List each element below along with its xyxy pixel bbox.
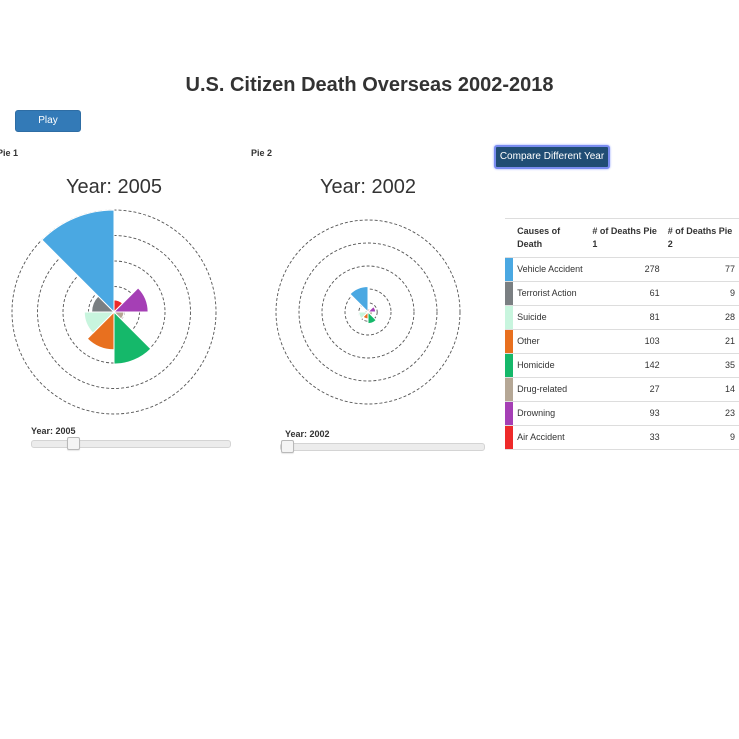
grid-ring: [37, 235, 191, 389]
legend-swatch: [505, 377, 514, 402]
polar-wedge-drowning[interactable]: [366, 305, 377, 313]
pie2-year-slider[interactable]: [280, 440, 485, 453]
cause-cell: Suicide: [513, 305, 589, 330]
table-row: Air Accident 33 9: [505, 425, 739, 450]
legend-swatch: [505, 329, 514, 354]
grid-ring: [11, 209, 217, 415]
pie1-year-title: Year: 2005: [65, 176, 162, 198]
pie2-deaths-cell: 9: [663, 425, 739, 450]
pie1-deaths-cell: 142: [588, 353, 664, 378]
legend-swatch: [505, 353, 514, 378]
pie1-deaths-cell: 81: [588, 305, 664, 330]
polar-wedge-homicide[interactable]: [113, 310, 152, 365]
polar-wedge-suicide[interactable]: [83, 311, 116, 334]
legend-swatch: [505, 425, 514, 450]
cause-cell: Air Accident: [513, 425, 589, 450]
polar-wedge-drowning[interactable]: [112, 287, 149, 313]
compare-different-year-button[interactable]: Compare Different Year: [494, 145, 610, 169]
pie2-slider-thumb[interactable]: [281, 440, 294, 453]
pie2-deaths-cell: 28: [663, 305, 739, 330]
polar-wedge-vehicle-accident[interactable]: [349, 286, 369, 314]
legend-swatch: [505, 305, 514, 330]
pie2-slider-label: Year: 2002: [285, 429, 330, 439]
legend-swatch: [505, 401, 514, 426]
table-row: Terrorist Action 61 9: [505, 281, 739, 306]
deaths-table: Causes of Death # of Deaths Pie 1 # of D…: [505, 218, 739, 450]
pie1-slider-label: Year: 2005: [31, 426, 76, 436]
pie1-deaths-cell: 93: [588, 401, 664, 426]
pie2-deaths-cell: 23: [663, 401, 739, 426]
pie1-deaths-cell: 33: [588, 425, 664, 450]
cause-cell: Drowning: [513, 401, 589, 426]
cause-cell: Homicide: [513, 353, 589, 378]
pie2-deaths-cell: 35: [663, 353, 739, 378]
table-row: Other 103 21: [505, 329, 739, 354]
pie1-deaths-cell: 27: [588, 377, 664, 402]
cause-cell: Other: [513, 329, 589, 354]
cause-cell: Terrorist Action: [513, 281, 589, 306]
grid-ring: [358, 302, 378, 322]
play-button[interactable]: Play: [15, 110, 81, 132]
pie2-deaths-cell: 14: [663, 377, 739, 402]
pie1-deaths-header: # of Deaths Pie 1: [588, 218, 664, 258]
table-row: Drug-related 27 14: [505, 377, 739, 402]
pie2-deaths-cell: 9: [663, 281, 739, 306]
pie1-label: Pie 1: [0, 148, 19, 158]
legend-swatch: [505, 257, 514, 282]
swatch-header: [505, 218, 514, 258]
pie2-year-title: Year: 2002: [319, 176, 416, 198]
cause-cell: Drug-related: [513, 377, 589, 402]
grid-ring: [275, 219, 461, 405]
pie1-polar-chart: [11, 209, 217, 415]
table-row: Drowning 93 23: [505, 401, 739, 426]
grid-ring: [321, 265, 415, 359]
table-header-row: Causes of Death # of Deaths Pie 1 # of D…: [505, 218, 739, 258]
polar-wedge-other[interactable]: [86, 310, 115, 351]
pie2-deaths-cell: 77: [663, 257, 739, 282]
polar-wedge-vehicle-accident[interactable]: [41, 209, 115, 314]
polar-wedge-homicide[interactable]: [367, 310, 377, 325]
grid-ring: [298, 242, 438, 382]
table-row: Homicide 142 35: [505, 353, 739, 378]
pie1-year-slider[interactable]: [31, 437, 231, 450]
pie1-deaths-cell: 61: [588, 281, 664, 306]
legend-swatch: [505, 281, 514, 306]
table-row: Suicide 81 28: [505, 305, 739, 330]
pie2-label: Pie 2: [251, 148, 273, 158]
pie1-deaths-cell: 278: [588, 257, 664, 282]
grid-ring: [62, 260, 166, 364]
cause-cell: Vehicle Accident: [513, 257, 589, 282]
pie1-slider-thumb[interactable]: [67, 437, 81, 450]
pie2-deaths-cell: 21: [663, 329, 739, 354]
causes-header: Causes of Death: [513, 218, 589, 258]
pie2-deaths-header: # of Deaths Pie 2: [663, 218, 739, 258]
pie1-deaths-cell: 103: [588, 329, 664, 354]
polar-wedge-suicide[interactable]: [358, 311, 370, 320]
page-title: U.S. Citizen Death Overseas 2002-2018: [185, 74, 554, 96]
table-row: Vehicle Accident 278 77: [505, 257, 739, 282]
pie2-polar-chart: [275, 219, 461, 405]
